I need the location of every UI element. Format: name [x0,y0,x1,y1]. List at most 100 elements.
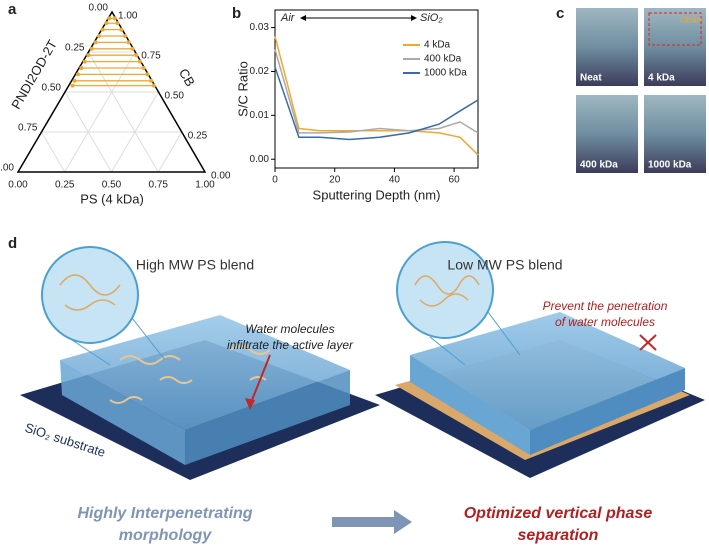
x-tick-label: 60 [449,175,461,186]
tick-label: 0.00 [8,180,28,191]
photo-annotation: clean [680,14,702,24]
film-side [410,355,530,455]
film-top [410,312,685,430]
triangle [16,10,207,173]
binodal-point [107,16,112,21]
tick-label: 0.25 [65,43,85,54]
note: Prevent the penetration [543,299,668,313]
x-tick-label: 40 [389,175,401,186]
tick-label: 0.00 [211,171,231,182]
tick-label: 1.00 [195,180,215,191]
axis-label: S/C Ratio [235,61,250,117]
tick-label: 0.50 [165,91,185,102]
legend-label: 1000 kDa [424,68,467,79]
binodal-point [145,72,150,77]
annotation: Air [280,12,296,24]
binodal-point [100,27,105,32]
axis-label: PS (4 kDa) [80,191,144,206]
magnifier [396,241,494,339]
legend-label: 400 kDa [424,54,462,65]
magnifier [41,246,139,344]
panel-label: c [556,5,564,22]
arrow-head [300,15,306,21]
grid-line [157,131,183,173]
binodal-point [75,72,80,77]
photo-grid: Neat 4 kDa 400 kDa 1000 kDa clean [576,8,706,173]
binodal-point [82,59,87,64]
tick-label: 0.75 [18,123,38,134]
y-tick-label: 0.01 [250,110,270,121]
tick-label: 0.75 [149,180,169,191]
film-side [60,360,185,465]
data-line [274,66,479,141]
note: of water molecules [555,315,655,329]
binodal-point [134,53,139,58]
cross [639,334,657,351]
binodal-point [123,34,128,38]
photo-label: 400 kDa [580,160,618,171]
arrow [249,354,271,406]
big-arrow [332,517,394,527]
tick-label: 0.50 [42,83,62,94]
film-side [530,368,685,455]
x-tick-label: 0 [272,175,278,186]
tick-label: 0.25 [55,180,75,191]
title: Low MW PS blend [447,257,562,273]
polymer-chains [109,345,271,404]
zoom-line [429,336,466,366]
plot-frame [274,9,479,169]
y-tick-label: 0.03 [250,22,270,33]
title: High MW PS blend [136,257,254,273]
big-arrow-head [394,510,412,534]
tick-label: 1.00 [118,11,138,22]
clean-box [648,12,702,46]
tick-label: 1.00 [0,163,14,174]
axis-label: CB [176,66,198,89]
caption: Optimized vertical phase [464,505,653,522]
zoom-line [71,339,111,366]
illustration: High MW PS blend Low MW PS blend Water m… [20,241,705,544]
photo [576,8,638,86]
note: Water molecules [245,322,334,336]
grid-line [41,131,66,173]
panel-label: d [8,235,17,252]
tick-label: 0.75 [141,51,161,62]
grid-line [88,51,159,173]
data-line [274,36,479,156]
panel-label: b [232,5,241,22]
axis-label: PNDI2OD-2T [8,37,60,111]
film-top [60,315,350,430]
photo [644,8,706,86]
grid-line [64,91,112,173]
binodal-point [89,46,94,51]
grid-line [64,51,136,173]
binodal-point [126,40,131,45]
photo-label: Neat [580,73,602,84]
chain-zoom [414,275,480,307]
note: infiltrate the active layer [227,338,354,352]
x-tick-label: 20 [329,175,341,186]
data-line [274,49,479,134]
binodal-point [137,59,142,64]
chain-zoom [59,274,121,311]
tick-label: 0.00 [89,3,109,14]
annotation: SiO₂ [420,12,443,24]
caption: separation [518,527,599,544]
zoom-line [131,317,166,361]
binodal-point [112,16,117,21]
y-tick-label: 0.00 [250,154,270,165]
y-tick-label: 0.02 [250,66,270,77]
tick-label: 0.50 [102,180,122,191]
arrow-head [411,15,417,21]
caption: Highly Interpenetrating [77,505,252,522]
binodal-point [79,66,84,70]
binodal-point [149,78,154,83]
legend-label: 4 kDa [424,40,451,51]
binodal-point [115,21,120,26]
binodal-point [93,40,98,45]
axis-label: Sputtering Depth (nm) [313,187,441,202]
binodal-point [70,83,75,88]
panel-label: a [8,1,17,18]
binodal-point [151,83,156,88]
